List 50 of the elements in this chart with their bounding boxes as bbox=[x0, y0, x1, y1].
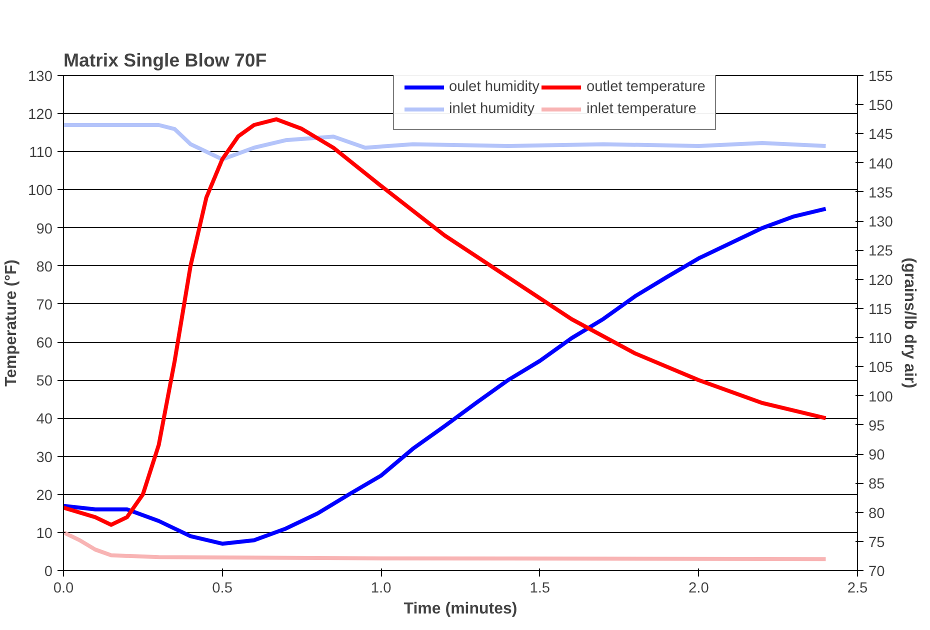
y2-tick-label: 100 bbox=[868, 389, 893, 406]
x-tick-label: 0.5 bbox=[212, 580, 232, 596]
y2-tick-label: 90 bbox=[868, 448, 885, 464]
y2-tick-label: 80 bbox=[868, 506, 885, 522]
y2-tick-label: 140 bbox=[868, 156, 893, 172]
y-tick-label: 130 bbox=[28, 69, 53, 85]
y2-tick-label: 85 bbox=[868, 476, 885, 493]
y-tick-label: 120 bbox=[28, 107, 53, 124]
y-tick-label: 10 bbox=[36, 526, 53, 542]
legend-label: oulet humidity bbox=[449, 79, 540, 95]
y2-tick-label: 120 bbox=[868, 272, 893, 289]
y2-tick-label: 145 bbox=[868, 127, 893, 144]
x-tick-label: 2.5 bbox=[847, 580, 868, 596]
y2-tick-label: 105 bbox=[868, 360, 893, 376]
line-series bbox=[64, 117, 828, 527]
legend-label: outlet temperature bbox=[586, 79, 706, 95]
y2-tick-label: 155 bbox=[868, 69, 893, 85]
x-tick-label: 0.0 bbox=[53, 580, 74, 596]
y2-tick-label: 75 bbox=[868, 534, 885, 551]
legend-label: inlet humidity bbox=[449, 101, 535, 117]
y-tick-label: 20 bbox=[36, 488, 53, 504]
y2-tick-label: 130 bbox=[868, 214, 893, 231]
x-tick-label: 2.0 bbox=[688, 580, 709, 596]
y2-tick-label: 70 bbox=[868, 564, 885, 580]
legend-label: inlet temperature bbox=[586, 101, 696, 117]
y-tick-label: 60 bbox=[36, 336, 53, 352]
x-tick-label: 1.5 bbox=[530, 580, 550, 596]
y-tick-label: 30 bbox=[36, 450, 53, 466]
y-tick-label: 50 bbox=[36, 374, 53, 390]
line-series bbox=[64, 206, 828, 546]
y-tick-label: 40 bbox=[36, 412, 53, 428]
y2-tick-label: 110 bbox=[868, 331, 892, 348]
y2-tick-label: 115 bbox=[868, 302, 892, 318]
line-series bbox=[64, 530, 828, 562]
y2-tick-label: 95 bbox=[868, 418, 885, 434]
line-series bbox=[64, 123, 828, 162]
y-tick-label: 100 bbox=[28, 183, 53, 200]
x-tick-label: 1.0 bbox=[370, 580, 392, 596]
x-axis-title: Time (minutes) bbox=[404, 600, 518, 618]
chart-title: Matrix Single Blow 70F bbox=[64, 50, 267, 70]
y2-axis-title: (grains/lb dry air) bbox=[900, 258, 918, 388]
y-axis-title: Temperature (°F) bbox=[3, 259, 20, 387]
y-tick-label: 70 bbox=[36, 297, 53, 314]
y2-tick-label: 135 bbox=[868, 185, 893, 202]
y-tick-label: 90 bbox=[36, 221, 53, 238]
y2-tick-label: 150 bbox=[868, 98, 893, 114]
y2-tick-label: 125 bbox=[868, 244, 893, 260]
y-tick-label: 80 bbox=[36, 259, 53, 276]
y-tick-label: 0 bbox=[44, 564, 53, 580]
y-tick-label: 110 bbox=[29, 145, 53, 162]
